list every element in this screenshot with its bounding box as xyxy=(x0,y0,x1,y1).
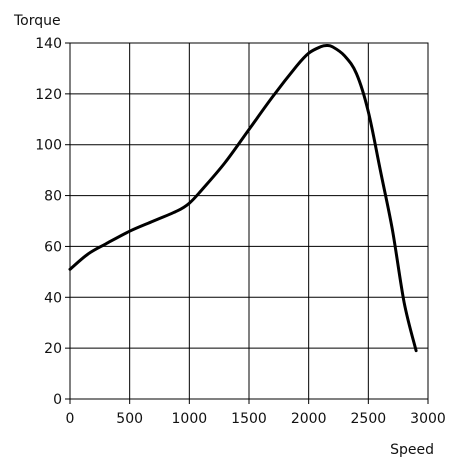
x-tick-label: 1000 xyxy=(172,411,208,427)
x-axis-ticks: 0 500 1000 1500 2000 2500 3000 xyxy=(66,399,446,427)
x-tick-label: 3000 xyxy=(410,411,446,427)
y-tick-label: 40 xyxy=(44,290,62,306)
y-tick-label: 20 xyxy=(44,341,62,357)
y-tick-label: 60 xyxy=(44,239,62,255)
y-axis-ticks: 0 20 40 60 80 100 120 140 xyxy=(35,36,70,408)
x-tick-label: 2000 xyxy=(291,411,327,427)
grid-lines xyxy=(70,43,428,399)
x-tick-label: 2500 xyxy=(351,411,387,427)
x-tick-label: 500 xyxy=(116,411,143,427)
x-axis-title: Speed xyxy=(390,442,434,458)
y-tick-label: 100 xyxy=(35,138,62,154)
y-tick-label: 140 xyxy=(35,36,62,52)
y-axis-title: Torque xyxy=(13,13,61,29)
x-tick-label: 0 xyxy=(66,411,75,427)
x-tick-label: 1500 xyxy=(231,411,267,427)
y-tick-label: 80 xyxy=(44,189,62,205)
series-line xyxy=(68,43,418,353)
y-tick-label: 0 xyxy=(53,392,62,408)
y-tick-label: 120 xyxy=(35,87,62,103)
